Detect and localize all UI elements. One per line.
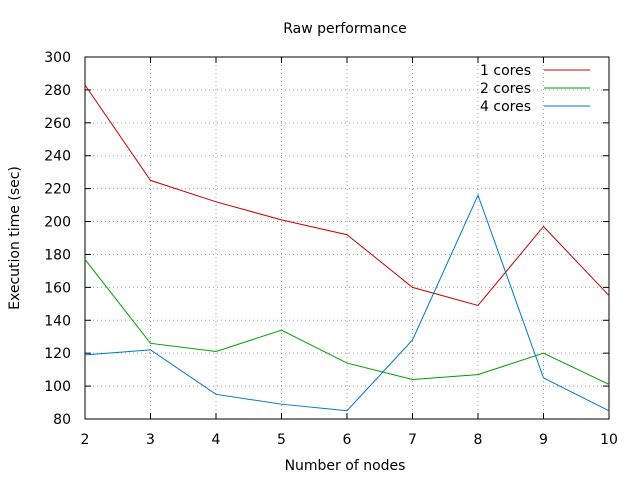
y-tick-label: 100 bbox=[44, 379, 71, 395]
y-tick-label: 300 bbox=[44, 50, 71, 66]
x-tick-label: 7 bbox=[408, 432, 417, 448]
plot-frame bbox=[84, 56, 610, 420]
y-tick-label: 280 bbox=[44, 83, 71, 99]
x-tick-label: 3 bbox=[146, 432, 155, 448]
x-tick-label: 6 bbox=[343, 432, 352, 448]
y-tick-label: 240 bbox=[44, 149, 71, 165]
legend-label: 4 cores bbox=[480, 99, 531, 115]
y-tick-label: 200 bbox=[44, 215, 71, 231]
y-tick-label: 140 bbox=[44, 313, 71, 329]
x-tick-label: 10 bbox=[600, 432, 618, 448]
series-line-2-cores bbox=[84, 259, 610, 385]
grid bbox=[85, 57, 609, 419]
legend-label: 2 cores bbox=[480, 81, 531, 97]
axis-ticks: 80 100 120 140 160 180 200 220 240 260 280 300 2 3 4 5 6… bbox=[44, 50, 618, 448]
series-line-4-cores bbox=[84, 193, 610, 412]
x-tick-label: 5 bbox=[277, 432, 286, 448]
legend: 1 cores 2 cores 4 cores bbox=[480, 63, 590, 115]
series-line-1-cores bbox=[84, 84, 610, 307]
y-tick-label: 180 bbox=[44, 247, 71, 263]
x-tick-label: 4 bbox=[212, 432, 221, 448]
x-tick-label: 8 bbox=[474, 432, 483, 448]
y-axis-label: Execution time (sec) bbox=[7, 166, 23, 310]
y-tick-label: 220 bbox=[44, 182, 71, 198]
y-tick-label: 260 bbox=[44, 116, 71, 132]
legend-label: 1 cores bbox=[480, 63, 531, 79]
y-tick-label: 160 bbox=[44, 280, 71, 296]
y-tick-label: 80 bbox=[53, 412, 71, 428]
y-tick-label: 120 bbox=[44, 346, 71, 362]
series-lines bbox=[84, 84, 610, 412]
chart-title: Raw performance bbox=[283, 21, 407, 37]
x-tick-label: 9 bbox=[539, 432, 548, 448]
x-tick-label: 2 bbox=[81, 432, 90, 448]
x-axis-label: Number of nodes bbox=[285, 458, 406, 474]
